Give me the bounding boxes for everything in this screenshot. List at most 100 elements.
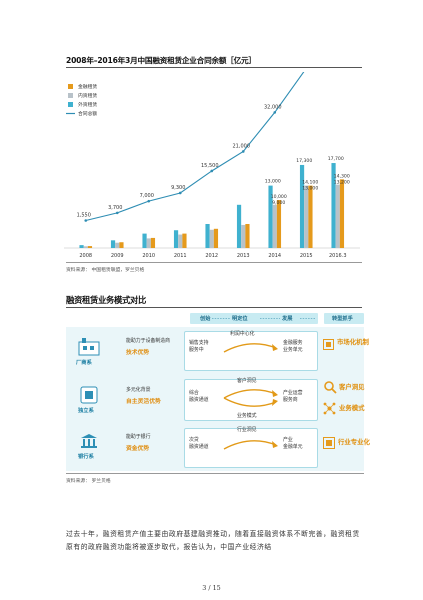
row2-arrow-bottom-label: 业务模式 bbox=[237, 413, 257, 419]
bar-内资租赁 bbox=[241, 224, 246, 248]
row1-left: 销售支持 服务中 bbox=[189, 340, 209, 353]
bar-内资租赁 bbox=[83, 246, 88, 248]
bar-内资租赁 bbox=[304, 185, 309, 248]
row3-flow-box bbox=[184, 428, 318, 468]
x-tick-label: 2015 bbox=[300, 253, 313, 259]
legend-label: 合同总额 bbox=[78, 110, 97, 117]
bar-value-label: 14,100 bbox=[302, 180, 318, 186]
header-dashes bbox=[212, 318, 316, 319]
bar-外资租赁 bbox=[142, 233, 147, 248]
header-band-main bbox=[190, 313, 318, 324]
bar-外资租赁 bbox=[331, 163, 336, 248]
bar-外资租赁 bbox=[110, 240, 116, 248]
diagram-title-rule bbox=[66, 307, 362, 308]
bar-内资租赁 bbox=[146, 238, 151, 248]
system-independent-label: 独立系 bbox=[78, 408, 94, 414]
row2-advantage: 自主灵活优势 bbox=[126, 399, 161, 405]
row1-advantage: 技术优势 bbox=[126, 350, 150, 356]
bar-外资租赁 bbox=[173, 230, 179, 248]
page-number: 3 / 15 bbox=[202, 584, 221, 592]
bar-内资租赁 bbox=[272, 204, 277, 248]
x-tick-label: 2009 bbox=[111, 253, 124, 259]
bar-value-label: 14,300 bbox=[334, 173, 350, 179]
network-icon bbox=[323, 400, 336, 415]
bar-value-label: 13,200 bbox=[334, 179, 350, 185]
bar-外资租赁 bbox=[236, 204, 242, 248]
row1-arrow bbox=[223, 343, 278, 353]
bar-外资租赁 bbox=[268, 185, 273, 248]
bar-金融租赁 bbox=[339, 179, 345, 248]
system-factory-label: 厂商系 bbox=[76, 360, 92, 366]
row1-desc: 能助力于设备制造商 bbox=[126, 338, 171, 344]
chart-bottom-rule bbox=[66, 262, 362, 263]
total-point bbox=[84, 219, 88, 222]
row3-right: 产业 金融单元 bbox=[283, 437, 303, 450]
bar-内资租赁 bbox=[209, 229, 214, 248]
chart-title-rule bbox=[66, 67, 362, 68]
total-point bbox=[178, 191, 182, 195]
total-value-label: 3,700 bbox=[108, 205, 122, 211]
total-point bbox=[147, 199, 151, 203]
x-tick-label: 2010 bbox=[142, 253, 155, 259]
diagram-source: 资料来源： 罗兰贝格 bbox=[66, 479, 111, 484]
row3-arrow bbox=[223, 440, 278, 450]
total-value-label: 9,300 bbox=[171, 185, 185, 191]
row2-right: 产业运营 服务商 bbox=[283, 390, 303, 403]
bar-外资租赁 bbox=[79, 245, 84, 248]
bar-金融租赁 bbox=[213, 228, 219, 248]
row3-left: 次贷 融资通道 bbox=[189, 437, 209, 450]
diagram-bottom-rule bbox=[66, 473, 364, 474]
row2-result-bottom: 业务模式 bbox=[339, 404, 365, 412]
row2-result-top: 客户洞见 bbox=[339, 383, 365, 391]
bar-外资租赁 bbox=[205, 224, 210, 248]
legend-label: 金融租赁 bbox=[78, 83, 97, 90]
total-value-label: 15,500 bbox=[201, 163, 219, 169]
bar-金融租赁 bbox=[150, 237, 156, 248]
total-point bbox=[241, 150, 245, 153]
bar-value-label: 9,000 bbox=[272, 200, 285, 206]
bar-内资租赁 bbox=[115, 242, 120, 248]
row3-desc: 能助于银行 bbox=[126, 434, 151, 440]
row3-result: 行业专业化 bbox=[338, 438, 370, 446]
legend-label: 外资租赁 bbox=[78, 101, 97, 108]
bar-value-label: 10,000 bbox=[271, 194, 287, 200]
bar-金融租赁 bbox=[276, 200, 282, 248]
grid-icon bbox=[323, 434, 335, 449]
row2-arrow-top-label: 客户洞见 bbox=[237, 378, 257, 384]
bar-value-label: 13,000 bbox=[265, 179, 281, 185]
bar-内资租赁 bbox=[335, 184, 340, 248]
row1-flow-box bbox=[184, 331, 318, 371]
x-tick-label: 2013 bbox=[237, 253, 250, 259]
x-tick-label: 2012 bbox=[205, 253, 218, 259]
total-value-label: 1,550 bbox=[77, 212, 91, 218]
chart-source: 资料来源： 中国租赁联盟，罗兰贝格 bbox=[66, 268, 145, 273]
header-position: 明定位 bbox=[232, 316, 248, 322]
total-value-label: 7,000 bbox=[140, 193, 154, 199]
row3-advantage: 资金优势 bbox=[126, 446, 150, 452]
factory-icon bbox=[78, 336, 100, 356]
row1-right: 金融服务 业务单元 bbox=[283, 340, 303, 353]
legend-label: 内资租赁 bbox=[78, 92, 97, 99]
total-point bbox=[210, 169, 214, 173]
bar-外资租赁 bbox=[299, 164, 305, 248]
total-value-label: 21,000 bbox=[233, 143, 251, 149]
total-point bbox=[273, 111, 277, 114]
x-tick-label: 2016.3 bbox=[329, 253, 347, 259]
bar-金融租赁 bbox=[245, 224, 250, 248]
row2-desc: 多元化背景 bbox=[126, 387, 151, 393]
row1-arrow-label: 利润中心化 bbox=[230, 331, 255, 337]
system-bank-label: 银行系 bbox=[78, 454, 94, 460]
x-tick-label: 2011 bbox=[174, 253, 187, 259]
chart-title: 2008年–2016年3月中国融资租赁企业合同余额［亿元］ bbox=[66, 56, 256, 65]
total-value-label: 32,000 bbox=[264, 104, 282, 110]
bar-value-label: 17,300 bbox=[296, 158, 312, 164]
bar-内资租赁 bbox=[178, 234, 183, 248]
total-point bbox=[115, 211, 119, 215]
header-develop: 发展 bbox=[282, 316, 293, 322]
magnifier-icon bbox=[323, 379, 337, 394]
legend-swatch bbox=[68, 84, 73, 89]
bar-value-label: 17,700 bbox=[328, 156, 344, 162]
row2-left: 综合 融资通道 bbox=[189, 390, 209, 403]
row1-result: 市场化机制 bbox=[337, 338, 369, 346]
building-icon bbox=[80, 386, 98, 404]
